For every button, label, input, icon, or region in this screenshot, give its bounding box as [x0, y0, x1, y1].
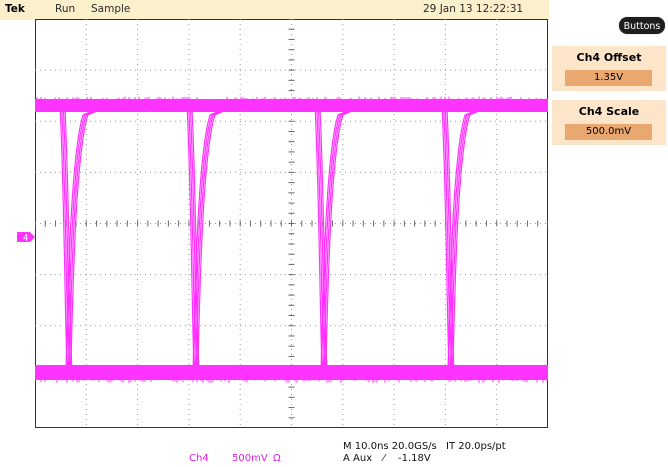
waveform-rising-edge — [323, 108, 356, 374]
status-top-bar: Tek Run Sample 29 Jan 13 12:22:31 — [0, 0, 668, 20]
waveform-rising-edge — [322, 108, 354, 374]
ch4-offset-menu[interactable]: Ch4 Offset 1.35V — [552, 46, 666, 91]
trigger-level: -1.18V — [398, 453, 431, 464]
waveform-rising-edge — [452, 108, 485, 374]
waveform-rising-edge — [192, 108, 225, 374]
ch4-scale-menu[interactable]: Ch4 Scale 500.0mV — [552, 100, 666, 145]
channel-marker-label: 4 — [23, 234, 28, 243]
trigger-slope-icon: ⁄ — [383, 453, 385, 464]
waveform-rising-edge — [449, 108, 481, 374]
brand-label: Tek — [5, 3, 25, 15]
waveform-rising-edge — [195, 108, 228, 374]
waveform-rising-edge — [194, 108, 226, 374]
ch4-ground-marker-icon[interactable]: 4 — [17, 227, 35, 244]
impedance-icon: Ω — [273, 453, 281, 464]
waveform-rising-edge — [70, 108, 103, 374]
run-state: Run — [55, 3, 76, 15]
ch4-offset-label: Ch4 Offset — [576, 51, 642, 64]
ch4-scale-label: Ch4 Scale — [578, 105, 640, 118]
acquisition-mode: Sample — [91, 3, 131, 15]
channel-scale: 500mV — [232, 453, 268, 464]
ch4-scale-value[interactable]: 500.0mV — [565, 124, 652, 140]
buttons-button[interactable]: Buttons — [618, 16, 666, 35]
waveform-rising-edge — [197, 108, 230, 374]
waveform-rising-edge — [447, 108, 480, 374]
waveform-rising-edge — [68, 108, 101, 374]
timebase-readout: M 10.0ns 20.0GS/s — [343, 441, 437, 452]
channel-name: Ch4 — [189, 453, 209, 464]
interval-readout: IT 20.0ps/pt — [446, 441, 506, 452]
waveform-display[interactable] — [35, 19, 548, 428]
waveform-rising-edge — [450, 108, 483, 374]
waveform-rising-edge — [325, 108, 358, 374]
waveform-rising-edge — [320, 108, 353, 374]
ch4-offset-value[interactable]: 1.35V — [565, 70, 652, 86]
datetime-display: 29 Jan 13 12:22:31 — [423, 3, 524, 15]
waveform-rising-edge — [67, 108, 99, 374]
trigger-source: A Aux — [343, 453, 373, 464]
waveform-rising-edge — [65, 108, 98, 374]
